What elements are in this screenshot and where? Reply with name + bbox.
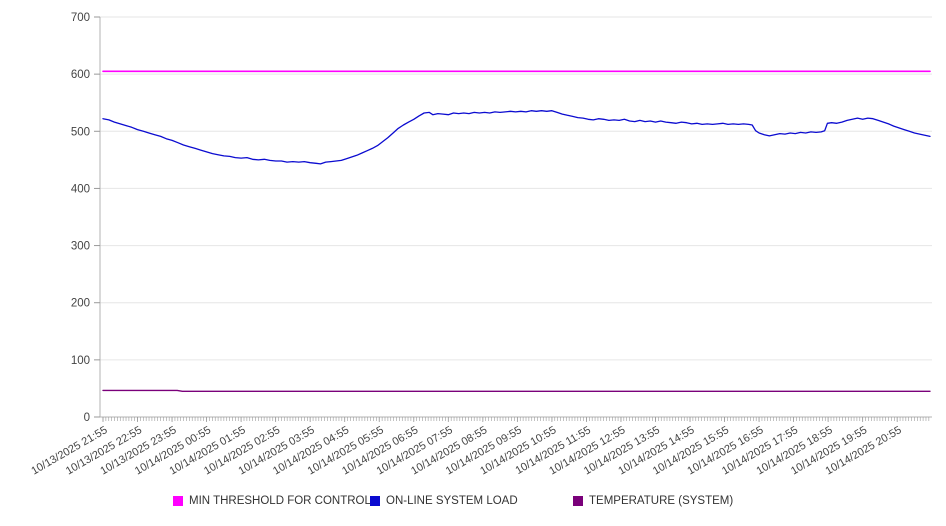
legend-label-online-system-load: ON-LINE SYSTEM LOAD	[386, 495, 518, 507]
x-axis-minor-ticks	[102, 417, 930, 421]
y-axis-tick-label: 200	[71, 298, 90, 310]
y-axis-tick-label: 300	[71, 241, 90, 253]
legend-swatch-min-threshold-icon	[173, 496, 183, 506]
y-axis-tick-label: 500	[71, 126, 90, 138]
legend-item-min-threshold[interactable]: MIN THRESHOLD FOR CONTROL	[173, 495, 371, 507]
legend-item-temperature-system[interactable]: TEMPERATURE (SYSTEM)	[573, 495, 733, 507]
series-line-2	[102, 389, 931, 392]
y-axis-tick-label: 600	[71, 69, 90, 81]
legend-swatch-temperature-system-icon	[573, 496, 583, 506]
legend-swatch-online-system-load-icon	[370, 496, 380, 506]
series-line-1	[102, 110, 931, 165]
legend-label-temperature-system: TEMPERATURE (SYSTEM)	[589, 495, 734, 507]
series-2	[102, 389, 931, 392]
legend-item-online-system-load[interactable]: ON-LINE SYSTEM LOAD	[370, 495, 573, 507]
y-axis-tick-label: 700	[71, 12, 90, 24]
y-axis-tick-label: 0	[84, 412, 90, 424]
legend-label-min-threshold: MIN THRESHOLD FOR CONTROL	[189, 495, 371, 507]
y-axis-labels: 0 100 200 300 400 500 600 700	[71, 12, 100, 424]
axes	[99, 17, 932, 418]
gridlines	[100, 16, 932, 418]
line-chart: 0 100 200 300 400 500 600 700 10/13/2025 21:5510…	[29, 12, 932, 477]
chart-legend: MIN THRESHOLD FOR CONTROL ON-LINE SYSTEM…	[173, 492, 946, 510]
y-axis-tick-label: 100	[71, 355, 90, 367]
series-1	[102, 110, 931, 165]
y-axis-tick-label: 400	[71, 183, 90, 195]
